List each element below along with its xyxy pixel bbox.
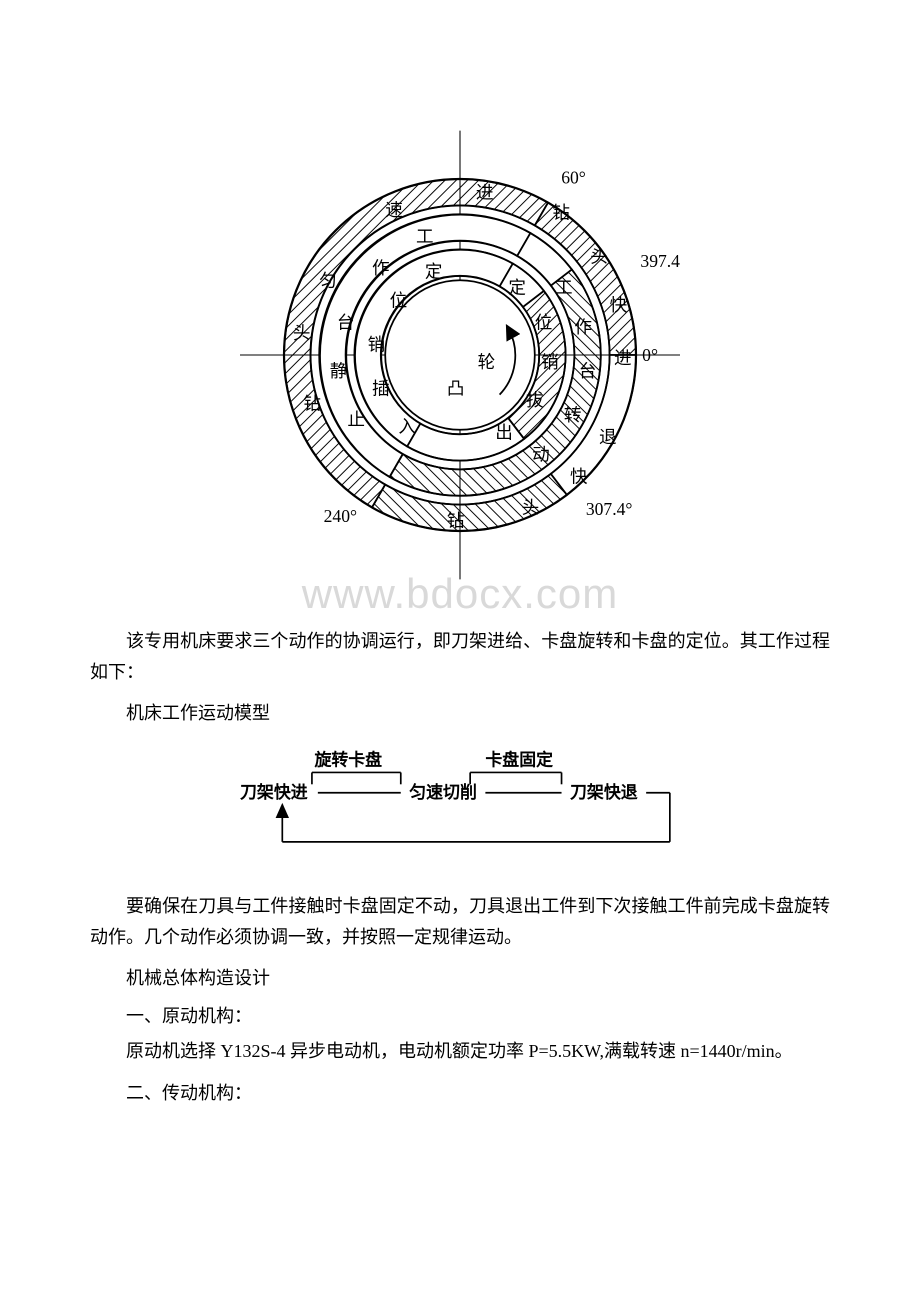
- svg-text:快: 快: [610, 295, 628, 315]
- svg-text:钻: 钻: [303, 394, 321, 414]
- svg-text:工: 工: [555, 277, 573, 297]
- flow-top-left: 旋转卡盘: [313, 750, 382, 770]
- flow-left: 刀架快进: [240, 782, 308, 802]
- svg-text:快: 快: [570, 467, 588, 487]
- svg-text:定: 定: [508, 277, 526, 297]
- svg-text:退: 退: [599, 427, 617, 447]
- svg-text:插: 插: [372, 379, 390, 399]
- svg-text:动: 动: [532, 445, 550, 465]
- angle-240: 240°: [324, 506, 357, 526]
- svg-text:进: 进: [614, 348, 632, 368]
- center-label-2: 轮: [478, 352, 496, 372]
- circular-timing-diagram: 60° 397.4° 0° 307.4° 240° 进 速 匀 头 钻 钻 头 …: [90, 130, 830, 580]
- svg-text:转: 转: [564, 405, 582, 425]
- flow-mid: 匀速切削: [409, 782, 477, 802]
- paragraph-intro: 该专用机床要求三个动作的协调运行，即刀架进给、卡盘旋转和卡盘的定位。其工作过程如…: [90, 626, 830, 687]
- svg-text:钻: 钻: [447, 511, 465, 531]
- svg-text:静: 静: [330, 361, 348, 381]
- svg-text:止: 止: [347, 409, 365, 429]
- flow-top-right: 卡盘固定: [485, 750, 553, 770]
- center-label-1: 凸: [447, 379, 465, 399]
- svg-text:台: 台: [579, 361, 597, 381]
- svg-text:头: 头: [522, 497, 540, 517]
- svg-text:拔: 拔: [526, 390, 544, 410]
- svg-text:出: 出: [495, 423, 513, 443]
- svg-text:进: 进: [476, 182, 494, 202]
- svg-text:位: 位: [535, 313, 553, 333]
- heading-1: 一、原动机构：: [90, 1002, 830, 1028]
- model-title: 机床工作运动模型: [90, 699, 830, 725]
- angle-60: 60°: [561, 167, 586, 187]
- svg-text:销: 销: [541, 352, 559, 372]
- svg-text:工: 工: [416, 226, 434, 246]
- svg-text:钻: 钻: [552, 203, 570, 223]
- svg-text:台: 台: [337, 313, 355, 333]
- svg-text:头: 头: [293, 323, 311, 343]
- heading-2: 二、传动机构：: [90, 1079, 830, 1105]
- svg-text:销: 销: [368, 335, 386, 355]
- paragraph-motor: 原动机选择 Y132S-4 异步电动机，电动机额定功率 P=5.5KW,满载转速…: [90, 1036, 830, 1067]
- svg-text:头: 头: [590, 247, 608, 267]
- flow-right: 刀架快退: [570, 782, 638, 802]
- svg-text:匀: 匀: [319, 270, 337, 290]
- flow-diagram-svg: 旋转卡盘 卡盘固定 刀架快进 匀速切削 刀架快退: [240, 743, 680, 873]
- svg-text:入: 入: [398, 416, 416, 436]
- paragraph-rules: 要确保在刀具与工件接触时卡盘固定不动，刀具退出工件到下次接触工件前完成卡盘旋转动…: [90, 891, 830, 952]
- svg-text:速: 速: [385, 200, 403, 220]
- watermark-text: www.bdocx.com: [90, 570, 830, 618]
- angle-307: 307.4°: [586, 499, 633, 519]
- angle-0: 0°: [642, 345, 658, 365]
- svg-text:作: 作: [574, 317, 592, 337]
- angle-397: 397.4°: [640, 251, 680, 271]
- structure-title: 机械总体构造设计: [90, 964, 830, 990]
- timing-circle-svg: 60° 397.4° 0° 307.4° 240° 进 速 匀 头 钻 钻 头 …: [240, 130, 680, 580]
- svg-text:作: 作: [372, 258, 390, 278]
- svg-text:位: 位: [390, 291, 408, 311]
- svg-text:定: 定: [425, 262, 443, 282]
